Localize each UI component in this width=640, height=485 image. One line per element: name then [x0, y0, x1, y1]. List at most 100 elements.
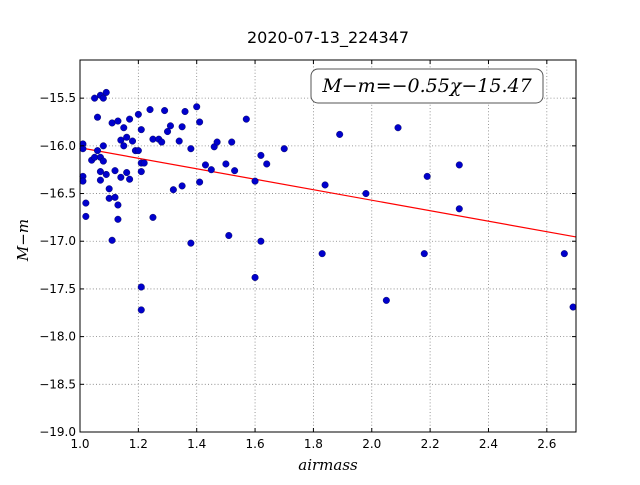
y-tick-label: −17.5: [39, 282, 76, 296]
data-point: [111, 167, 119, 175]
x-tick-label: 1.2: [129, 437, 148, 451]
data-point: [108, 236, 116, 244]
data-point: [166, 122, 174, 130]
fit-line-group: [79, 147, 577, 238]
fit-line: [79, 147, 577, 238]
data-point: [257, 151, 265, 159]
data-point: [196, 118, 204, 126]
data-point: [196, 178, 204, 186]
data-point: [242, 115, 250, 123]
y-tick-label: −19.0: [39, 425, 76, 439]
y-axis-label: M−m: [14, 219, 32, 262]
data-point: [321, 181, 329, 189]
data-point: [79, 177, 87, 185]
data-point: [108, 119, 116, 127]
data-point: [114, 201, 122, 209]
data-point: [231, 167, 239, 175]
data-point: [164, 128, 172, 136]
data-point: [560, 250, 568, 258]
data-point: [82, 212, 90, 220]
y-tick-label: −16.5: [39, 187, 76, 201]
data-point: [193, 103, 201, 111]
data-point: [91, 94, 99, 102]
data-point: [225, 232, 233, 240]
data-point: [178, 182, 186, 190]
data-point: [102, 88, 110, 96]
data-point: [222, 160, 230, 168]
y-tick-label: −16.0: [39, 139, 76, 153]
data-point: [117, 136, 125, 144]
data-point: [175, 137, 183, 145]
data-point: [79, 145, 87, 153]
data-point: [94, 113, 102, 121]
data-point: [178, 123, 186, 131]
data-point: [382, 296, 390, 304]
data-point: [137, 168, 145, 176]
x-tick-label: 2.6: [537, 437, 556, 451]
data-point: [114, 215, 122, 223]
data-point: [96, 176, 104, 184]
grid-lines: [79, 60, 576, 433]
data-point: [318, 250, 326, 258]
y-tick-label: −17.0: [39, 234, 76, 248]
data-point: [120, 142, 128, 150]
y-tick-label: −18.0: [39, 330, 76, 344]
data-point: [134, 110, 142, 118]
annotation-box: M−m=−0.55χ−15.47: [310, 68, 544, 104]
data-point: [137, 306, 145, 314]
chart-title: 2020-07-13_224347: [247, 28, 409, 48]
y-tick-label: −18.5: [39, 377, 76, 391]
data-point: [91, 153, 99, 161]
data-point: [117, 173, 125, 181]
data-point: [187, 145, 195, 153]
data-point: [126, 115, 134, 123]
data-point: [120, 124, 128, 132]
data-points: [79, 88, 577, 314]
plot-frame: [79, 59, 577, 433]
data-point: [169, 186, 177, 194]
x-axis-ticks: 1.0 1.2 1.4 1.6 1.8 2.0 2.2 2.4 2.6: [70, 60, 556, 451]
data-point: [105, 194, 113, 202]
data-point: [201, 161, 209, 169]
data-point: [137, 283, 145, 291]
data-point: [362, 190, 370, 198]
x-tick-label: 1.0: [70, 437, 89, 451]
data-point: [114, 117, 122, 125]
data-point: [129, 137, 137, 145]
data-point: [257, 237, 265, 245]
x-tick-label: 2.4: [479, 437, 498, 451]
data-point: [149, 213, 157, 221]
data-point: [99, 157, 107, 165]
data-point: [455, 205, 463, 213]
data-point: [569, 303, 577, 311]
data-point: [213, 138, 221, 146]
data-point: [102, 170, 110, 178]
data-point: [82, 199, 90, 207]
data-point: [94, 147, 102, 155]
data-point: [187, 239, 195, 247]
data-point: [149, 135, 157, 143]
data-point: [336, 130, 344, 138]
data-point: [207, 166, 215, 174]
data-point: [146, 106, 154, 114]
data-point: [423, 172, 431, 180]
data-point: [394, 124, 402, 132]
data-point: [228, 138, 236, 146]
data-point: [251, 177, 259, 185]
data-point: [99, 94, 107, 102]
x-axis-label: airmass: [298, 456, 358, 474]
data-point: [420, 250, 428, 258]
x-tick-label: 1.4: [187, 437, 206, 451]
data-point: [123, 133, 131, 141]
data-point: [251, 273, 259, 281]
data-point: [263, 160, 271, 168]
data-point: [134, 147, 142, 155]
fit-equation: M−m=−0.55χ−15.47: [321, 75, 532, 97]
y-axis-ticks: −15.5 −16.0 −16.5 −17.0 −17.5 −18.0 −18.5 −19.0: [39, 91, 576, 439]
data-point: [161, 107, 169, 115]
data-point: [123, 169, 131, 177]
data-point: [181, 108, 189, 116]
data-point: [280, 145, 288, 153]
x-tick-label: 1.8: [304, 437, 323, 451]
